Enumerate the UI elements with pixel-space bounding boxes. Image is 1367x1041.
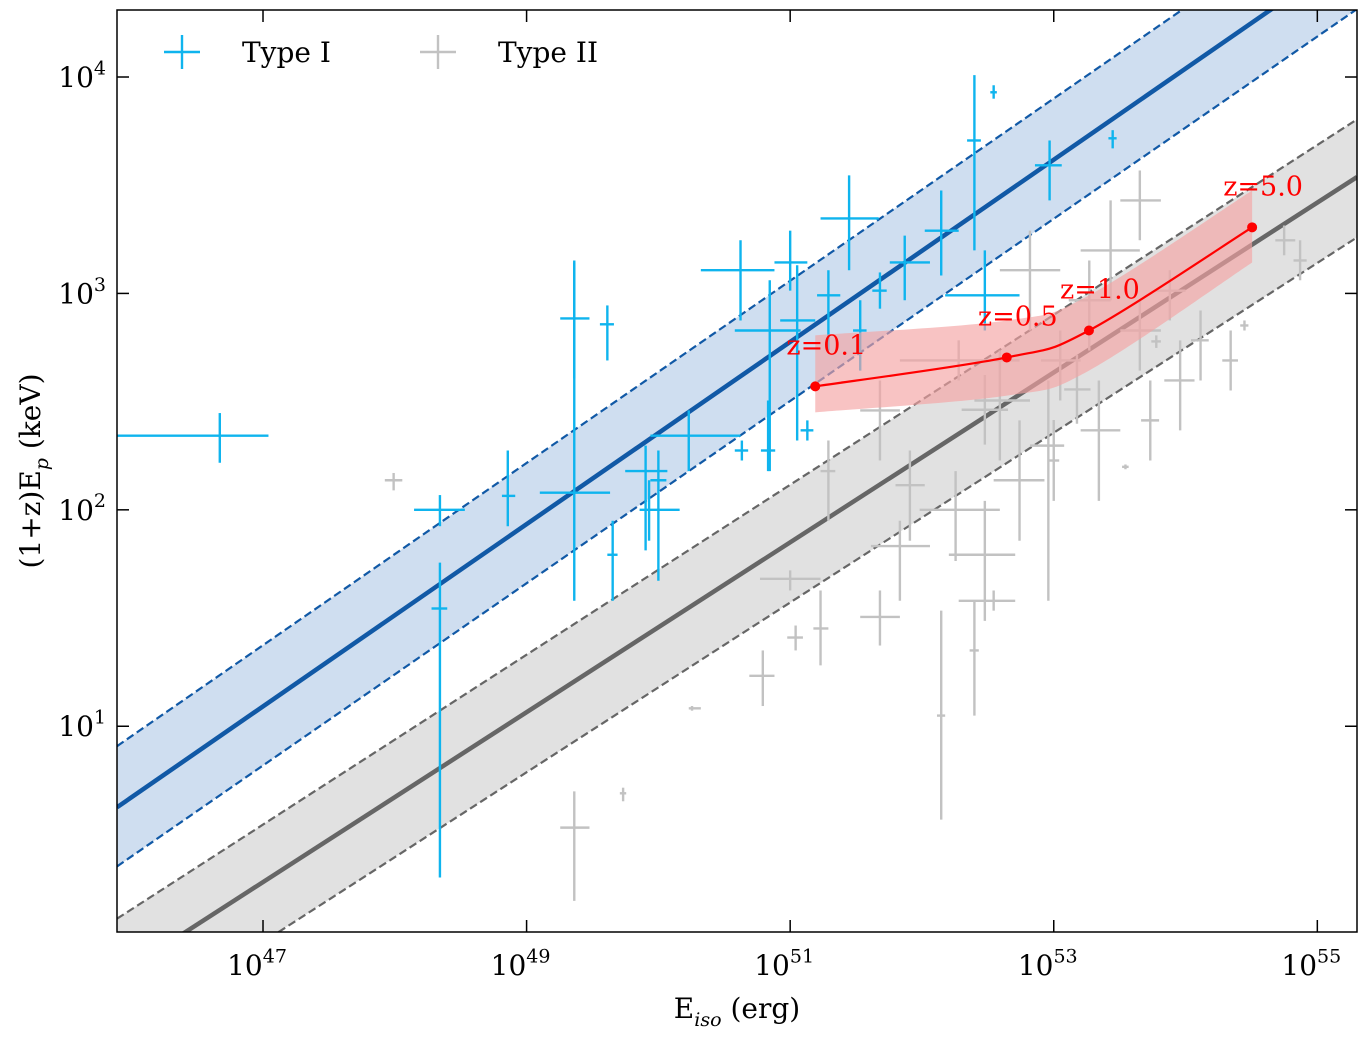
y-tick-label: 103 [58,274,106,311]
x-tick-label: 1049 [491,945,551,982]
x-tick-label: 1055 [1281,945,1341,982]
x-tick-label: 1051 [754,945,814,982]
track-line [815,226,1253,388]
x-tick-label: 1047 [227,945,287,982]
track-label: z=0.1 [786,330,866,361]
track-label: z=1.0 [1060,274,1140,305]
y-tick-label: 102 [58,490,106,527]
axes: 1047 1049 1051 1053 1055 101 102 103 104 Eiso (er… [14,10,1357,1031]
y-tick-label: 101 [58,707,106,744]
x-axis-label: Eiso (erg) [674,992,800,1031]
track-label: z=5.0 [1223,171,1303,202]
track-point [1083,325,1094,336]
track-label: z=0.5 [978,301,1058,332]
fit-upper [117,118,1357,920]
plot-area [117,10,1357,932]
y-tick-label: 104 [58,57,106,94]
track-band [815,190,1253,413]
track-point [1001,352,1012,363]
track-point [1247,222,1258,233]
fit-lower [276,236,1357,932]
x-tick-label: 1053 [1018,945,1078,982]
legend-label: Type II [498,36,598,69]
y-axis-label: (1+z)Ep (keV) [14,373,53,568]
legend-label: Type I [242,36,331,69]
axes-frame [116,9,1358,933]
track-point [810,381,821,392]
fit-line [117,10,1275,810]
